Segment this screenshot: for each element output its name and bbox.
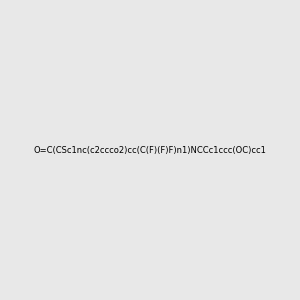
Text: O=C(CSc1nc(c2ccco2)cc(C(F)(F)F)n1)NCCc1ccc(OC)cc1: O=C(CSc1nc(c2ccco2)cc(C(F)(F)F)n1)NCCc1c…: [34, 146, 266, 154]
